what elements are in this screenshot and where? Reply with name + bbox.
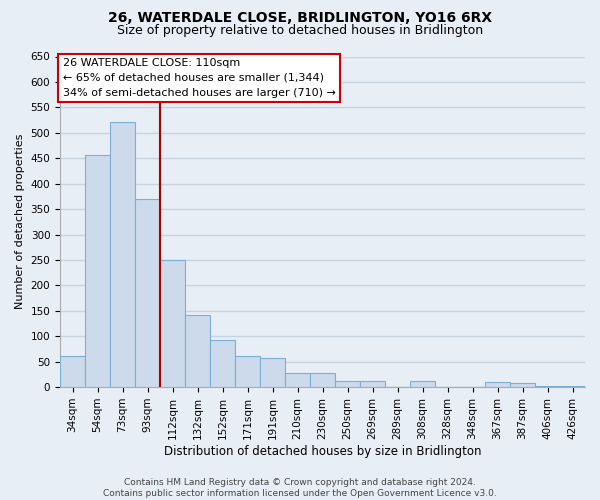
Text: Size of property relative to detached houses in Bridlington: Size of property relative to detached ho… bbox=[117, 24, 483, 37]
Bar bbox=[60, 356, 85, 387]
Bar bbox=[310, 373, 335, 387]
Bar bbox=[235, 356, 260, 387]
Bar bbox=[535, 386, 560, 387]
Bar bbox=[135, 199, 160, 387]
X-axis label: Distribution of detached houses by size in Bridlington: Distribution of detached houses by size … bbox=[164, 444, 481, 458]
Bar bbox=[335, 381, 360, 387]
Bar bbox=[410, 381, 435, 387]
Text: Contains HM Land Registry data © Crown copyright and database right 2024.
Contai: Contains HM Land Registry data © Crown c… bbox=[103, 478, 497, 498]
Bar bbox=[360, 381, 385, 387]
Bar bbox=[485, 382, 510, 387]
Bar bbox=[110, 122, 135, 387]
Bar bbox=[85, 155, 110, 387]
Text: 26, WATERDALE CLOSE, BRIDLINGTON, YO16 6RX: 26, WATERDALE CLOSE, BRIDLINGTON, YO16 6… bbox=[108, 12, 492, 26]
Y-axis label: Number of detached properties: Number of detached properties bbox=[15, 134, 25, 310]
Bar bbox=[260, 358, 285, 387]
Bar bbox=[560, 386, 585, 387]
Bar bbox=[510, 383, 535, 387]
Bar bbox=[210, 340, 235, 387]
Bar bbox=[160, 260, 185, 387]
Text: 26 WATERDALE CLOSE: 110sqm
← 65% of detached houses are smaller (1,344)
34% of s: 26 WATERDALE CLOSE: 110sqm ← 65% of deta… bbox=[62, 58, 335, 98]
Bar bbox=[185, 315, 210, 387]
Bar bbox=[285, 373, 310, 387]
